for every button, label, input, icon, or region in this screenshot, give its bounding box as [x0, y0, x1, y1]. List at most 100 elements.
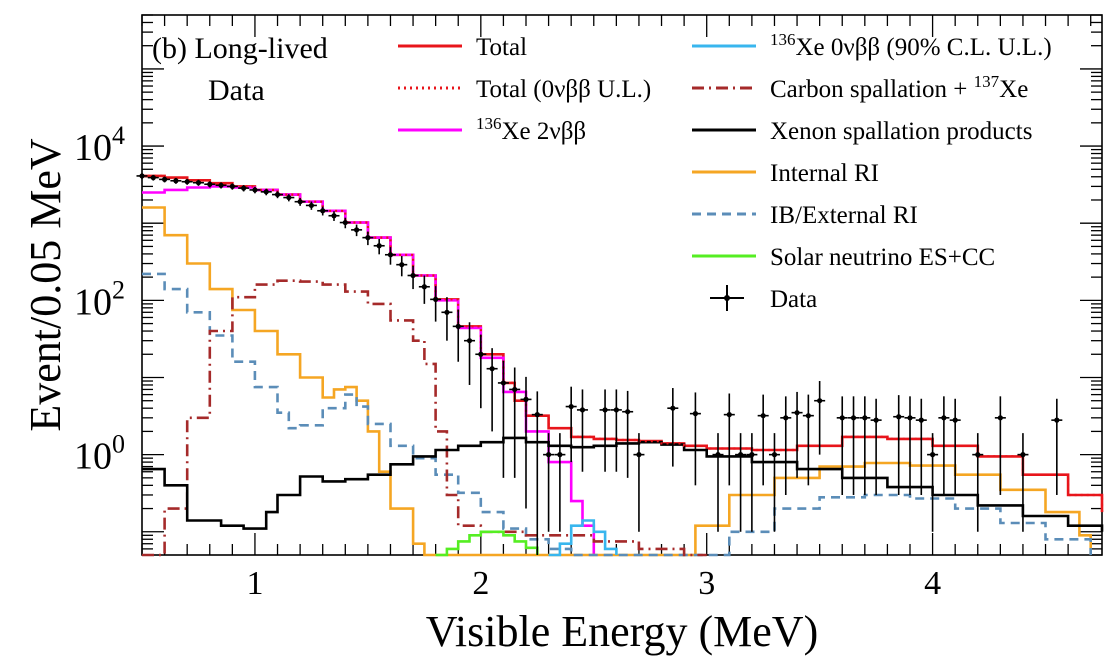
legend-entry: Internal RI — [692, 160, 879, 187]
data-point — [1017, 433, 1029, 532]
data-point — [136, 173, 148, 179]
data-point — [893, 395, 905, 495]
legend-label: Total (0νββ U.L.) — [476, 76, 651, 103]
data-point — [407, 265, 419, 290]
series-136xe-0-90-c-l-u-l — [548, 519, 618, 557]
legend-label: IB/External RI — [770, 202, 918, 229]
data-point — [260, 188, 272, 196]
data-point — [249, 186, 261, 194]
annotation-line2: Data — [208, 74, 265, 107]
data-point — [272, 191, 284, 199]
data-point — [927, 433, 939, 532]
data-point — [554, 433, 566, 532]
legend-label: 136Xe 0νββ (90% C.L. U.L.) — [770, 30, 1052, 61]
x-tick-label: 3 — [698, 565, 715, 602]
data-point — [712, 433, 724, 532]
data-point — [802, 394, 814, 486]
y-axis-label: Event/0.05 MeV — [21, 138, 70, 432]
legend-label: Total — [476, 34, 527, 61]
data-point — [339, 217, 351, 229]
series-xenon-spallation-products — [142, 436, 1104, 532]
data-point — [610, 389, 622, 472]
legend-entry: Carbon spallation + 137Xe — [692, 72, 1028, 103]
data-point — [565, 386, 577, 463]
data-point — [509, 367, 521, 478]
series-solar-neutrino-es-cc — [435, 530, 539, 557]
data-point — [768, 433, 780, 532]
data-point — [430, 286, 442, 322]
legend-label: Data — [770, 286, 817, 313]
legend-entry: Solar neutrino ES+CC — [692, 244, 995, 271]
legend-entry: Total — [398, 34, 527, 61]
data-point — [238, 185, 250, 192]
data-point — [475, 334, 487, 409]
series-internal-ri — [142, 206, 1092, 557]
data-point — [622, 390, 634, 478]
data-point — [441, 297, 453, 341]
legend-label: Solar neutrino ES+CC — [770, 244, 995, 271]
data-point — [599, 389, 611, 472]
legend-entry: Data — [710, 285, 817, 313]
data-point — [848, 396, 860, 495]
data-point — [147, 174, 159, 181]
data-point — [418, 275, 430, 304]
legend-label: Internal RI — [770, 160, 879, 187]
data-point — [328, 211, 340, 221]
y-tick-label: 104 — [74, 121, 125, 169]
data-point — [633, 433, 645, 532]
data-point — [814, 381, 826, 455]
data-point — [915, 398, 927, 495]
data-point — [159, 176, 171, 183]
legend-label: Carbon spallation + 137Xe — [770, 72, 1028, 103]
data-point — [994, 396, 1006, 495]
legend-entry: IB/External RI — [692, 202, 918, 229]
series-total — [142, 174, 1104, 513]
legend-entry: Xenon spallation products — [692, 118, 1032, 145]
x-tick-label: 1 — [246, 565, 263, 602]
data-point — [543, 433, 555, 532]
data-point — [373, 238, 385, 255]
legend-entry: 136Xe 0νββ (90% C.L. U.L.) — [692, 30, 1052, 61]
data-point — [972, 433, 984, 532]
data-point — [351, 224, 363, 237]
data-point — [735, 433, 747, 532]
data-point — [791, 391, 803, 478]
data-point — [520, 376, 532, 509]
data-point — [757, 394, 769, 486]
data-point — [780, 396, 792, 495]
data-point — [204, 181, 216, 188]
data-point — [904, 396, 916, 495]
legend-entry: Total (0νββ U.L.) — [398, 76, 651, 103]
data-point — [294, 198, 306, 206]
data-point — [192, 179, 204, 186]
data-point — [938, 396, 950, 495]
data-point — [486, 348, 498, 432]
data-points-layer — [136, 173, 1063, 555]
data-point — [497, 360, 509, 478]
legend-entry: 136Xe 2νββ — [398, 114, 586, 145]
data-point — [1051, 398, 1063, 495]
legend: Total Total (0νββ U.L.) 136Xe 2νββ 136Xe 0ν… — [398, 30, 1052, 313]
data-point — [576, 389, 588, 472]
legend-label: 136Xe 2νββ — [476, 114, 586, 145]
x-tick-label: 4 — [924, 565, 941, 602]
annotation-line1: (b) Long-lived — [152, 32, 328, 65]
legend-label: Xenon spallation products — [770, 118, 1032, 145]
x-axis-label: Visible Energy (MeV) — [426, 607, 818, 656]
series-carbon-spallation-137xe — [142, 279, 707, 557]
data-point — [452, 309, 464, 362]
x-tick-label: 2 — [472, 565, 489, 602]
data-point — [836, 396, 848, 495]
data-point — [870, 398, 882, 495]
data-point — [181, 178, 193, 185]
data-point — [362, 231, 374, 246]
series-layer — [142, 174, 1104, 557]
y-tick-label: 102 — [74, 275, 125, 323]
series-total-0vbb-ul — [142, 174, 1104, 513]
data-point — [215, 182, 227, 189]
data-point — [317, 206, 329, 216]
data-point — [667, 388, 679, 467]
data-point — [531, 391, 543, 555]
data-point — [723, 393, 735, 486]
